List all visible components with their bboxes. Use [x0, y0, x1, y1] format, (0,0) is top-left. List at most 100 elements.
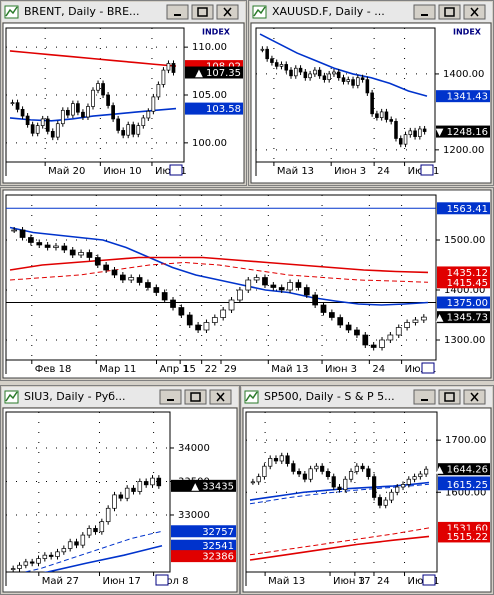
x-tick-label: Апр 1	[160, 364, 189, 375]
plot-content	[6, 195, 436, 360]
x-tick-label: Июн 10	[103, 166, 141, 177]
candle	[278, 287, 285, 291]
window-title: SIU3, Daily - Руб...	[24, 390, 125, 403]
candle	[303, 71, 308, 79]
title-button-max[interactable]	[438, 4, 461, 20]
candle	[387, 334, 394, 341]
price-tag	[185, 102, 243, 115]
candle	[395, 486, 400, 493]
candle	[291, 463, 296, 472]
candle	[379, 111, 384, 118]
price-tag	[436, 90, 490, 103]
plot-area	[5, 194, 437, 361]
button-glyph	[190, 392, 201, 402]
price-tag-label: 1341.43	[447, 92, 488, 103]
candle	[346, 79, 351, 82]
x-tick-label: Май 20	[48, 166, 85, 177]
price-tag-label: 32757	[202, 527, 234, 538]
candle	[55, 551, 60, 557]
price-tag-label: 103.58	[206, 104, 241, 115]
candle	[383, 499, 388, 506]
candle	[81, 111, 85, 118]
chart-shift-button[interactable]	[422, 574, 436, 586]
price-tag-label: 1615.25	[447, 480, 488, 491]
moving-average	[9, 256, 429, 274]
x-tick-label: 24	[377, 576, 390, 587]
chart-window[interactable]: SP500, Daily - S & P 5... 1700.00 1600.00 М…	[240, 385, 494, 595]
title-button-min[interactable]	[413, 4, 436, 20]
title-button-min[interactable]	[159, 389, 182, 405]
chart-window[interactable]: XAUUSD.F, Daily - ... 1400.00 1200.00 INDEX…	[248, 0, 494, 186]
price-tag-label: ▲ 1345.73	[436, 313, 488, 324]
candle	[403, 134, 408, 145]
x-tick-label: Июл 1	[405, 364, 437, 375]
x-tick-label: Май 27	[42, 576, 79, 587]
chart-shift-button[interactable]	[420, 164, 434, 176]
price-tag	[436, 125, 490, 138]
candle	[80, 534, 86, 546]
chart-window[interactable]: BRENT, Daily - BRE... 110.00 105.00 100.00 I…	[0, 0, 247, 186]
candle	[91, 89, 95, 107]
candle	[96, 83, 100, 91]
candle	[327, 73, 331, 80]
candle	[118, 494, 124, 499]
x-tick-label: 24	[372, 364, 385, 375]
title-button-max[interactable]	[184, 389, 207, 405]
candle	[65, 109, 70, 116]
y-tick-label: 1400.00	[444, 285, 485, 296]
chart-window[interactable]: SIU3, Daily - Руб...340003350033000Май 2…	[0, 385, 240, 595]
candle	[422, 128, 427, 132]
button-glyph	[444, 392, 455, 402]
x-tick-label: 22	[205, 364, 218, 375]
candle	[86, 252, 93, 258]
candle	[150, 477, 155, 486]
candle	[250, 481, 255, 484]
candle	[44, 244, 51, 248]
candle	[284, 64, 289, 71]
candle	[308, 73, 312, 79]
candle	[15, 102, 20, 110]
price-tag	[437, 276, 490, 289]
window-icon-line	[5, 6, 18, 17]
price-tag-label: 1375.00	[447, 298, 488, 309]
chart-shift-button[interactable]	[169, 164, 183, 176]
moving-average	[249, 527, 430, 556]
candle	[413, 130, 417, 137]
button-glyph	[444, 7, 455, 17]
title-button-max[interactable]	[438, 389, 461, 405]
candle	[389, 491, 394, 501]
chart-shift-button[interactable]	[155, 574, 169, 586]
candle	[418, 128, 422, 137]
price-tag	[437, 266, 490, 279]
candle	[69, 249, 76, 256]
candle	[389, 119, 393, 122]
chart-shift-button[interactable]	[421, 362, 435, 374]
price-tag-label: ▲ 33435	[191, 481, 234, 492]
candle	[354, 329, 360, 336]
candle	[262, 277, 268, 286]
title-button-min[interactable]	[166, 4, 189, 20]
candle	[294, 67, 298, 77]
x-tick-label: Июн 17	[102, 576, 140, 587]
candle	[366, 468, 371, 477]
price-tag	[437, 311, 490, 324]
title-button-max[interactable]	[191, 4, 214, 20]
candle	[67, 541, 73, 549]
moving-average	[22, 530, 163, 572]
candle	[76, 103, 80, 113]
candle	[11, 229, 18, 232]
candle	[171, 63, 176, 73]
index-label: INDEX	[453, 28, 482, 37]
window-title: SP500, Daily - S & P 5...	[264, 390, 395, 403]
candle	[220, 309, 227, 318]
x-tick-label: 24	[377, 166, 390, 177]
title-button-min[interactable]	[413, 389, 436, 405]
candle	[418, 473, 423, 477]
candle	[103, 264, 109, 271]
y-tick-label: 1500.00	[444, 235, 485, 246]
candle	[336, 71, 341, 79]
candle	[48, 554, 54, 557]
